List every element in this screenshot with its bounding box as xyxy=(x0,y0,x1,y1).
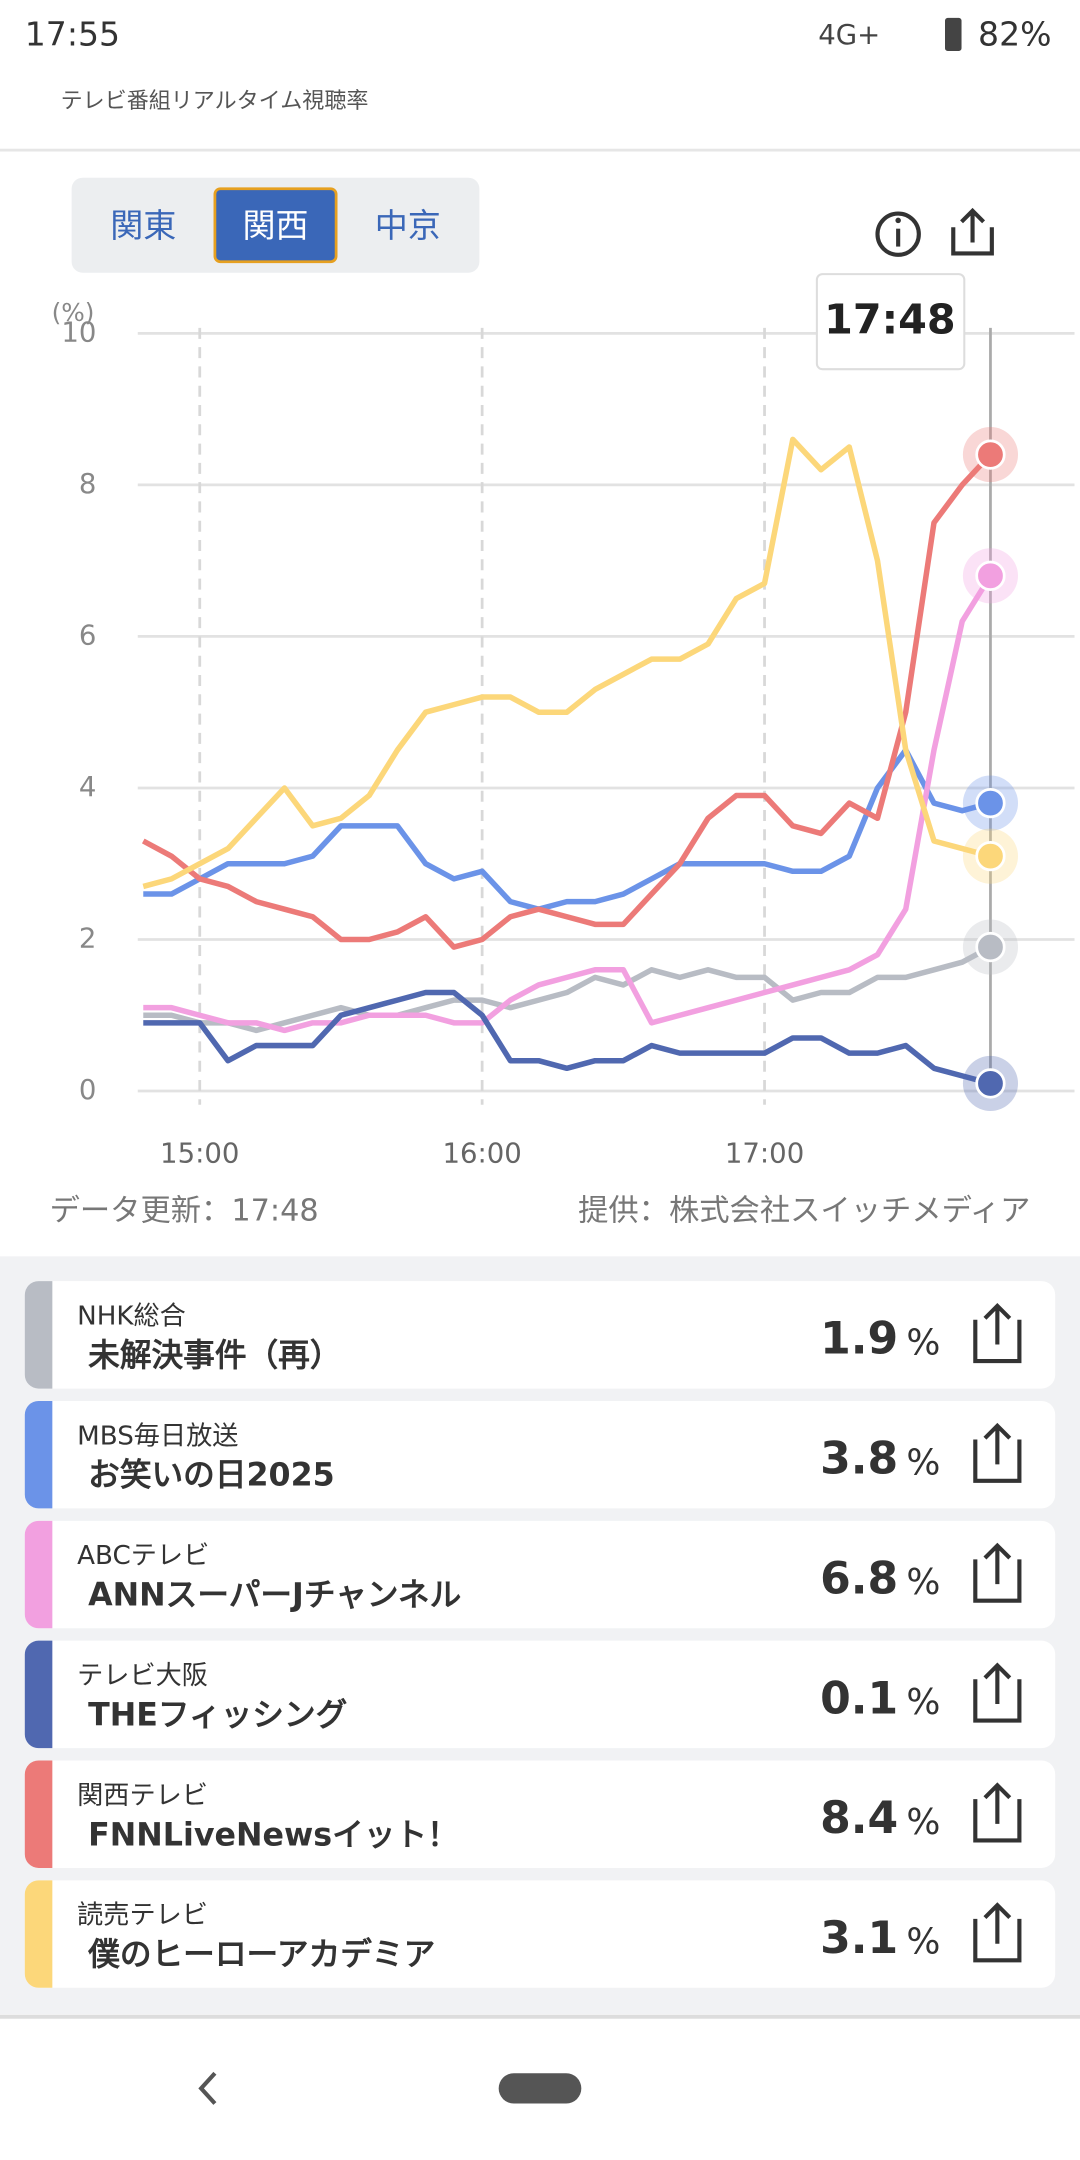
channel-name: ABCテレビ xyxy=(77,1541,209,1571)
series-line xyxy=(143,574,993,1034)
row-color-bar xyxy=(24,1400,53,1509)
program-name: 僕のヒーローアカデミア xyxy=(87,1936,435,1973)
row-color-bar xyxy=(24,1640,53,1749)
row-color-bar xyxy=(24,1281,53,1389)
status-time: 17:55 xyxy=(25,14,120,53)
end-point xyxy=(975,1068,1006,1099)
tooltip-box xyxy=(815,273,966,371)
row-card xyxy=(24,1400,1056,1509)
program-name: 未解決事件（再） xyxy=(88,1338,341,1374)
y-tick-label: 10 xyxy=(61,316,96,348)
tab[interactable]: 関西 xyxy=(242,206,308,245)
rating-unit: % xyxy=(906,1802,940,1843)
tab-selected[interactable] xyxy=(213,187,338,264)
series-line xyxy=(143,747,992,912)
home-button[interactable] xyxy=(498,2073,582,2104)
end-point xyxy=(975,560,1006,591)
share-icon[interactable] xyxy=(973,1782,1022,1843)
share-icon[interactable] xyxy=(973,1662,1022,1723)
battery-icon xyxy=(945,17,962,51)
provider: 提供：株式会社スイッチメディア xyxy=(578,1194,1030,1229)
rating: 1.9 xyxy=(820,1314,898,1365)
row-color-bar xyxy=(24,1880,53,1988)
x-tick-label: 15:00 xyxy=(160,1137,239,1169)
row-card xyxy=(24,1880,1056,1988)
channel-row[interactable]: ABCテレビ ANNスーパーJチャンネル 6.8% xyxy=(24,1520,1056,1629)
row-card xyxy=(24,1640,1056,1749)
share-button[interactable] xyxy=(951,207,994,256)
share-icon[interactable] xyxy=(973,1542,1022,1603)
row-card xyxy=(24,1520,1056,1629)
end-point xyxy=(975,439,1006,470)
end-point xyxy=(975,931,1006,963)
program-name: THEフィッシング xyxy=(88,1697,347,1733)
y-unit: (%) xyxy=(52,298,95,327)
channel-name: NHK総合 xyxy=(77,1301,186,1331)
rating-unit: % xyxy=(906,1562,940,1603)
row-card xyxy=(24,1760,1056,1868)
tooltip-text: 17:48 xyxy=(824,295,956,343)
share-icon[interactable] xyxy=(973,1302,1022,1364)
rating-unit: % xyxy=(906,1442,940,1483)
updated: データ更新：17:48 xyxy=(50,1194,319,1229)
series-line xyxy=(143,989,992,1087)
rating: 3.1 xyxy=(820,1913,898,1964)
y-tick-label: 4 xyxy=(79,771,97,803)
series-line xyxy=(141,452,993,950)
back-button[interactable] xyxy=(198,2071,217,2105)
tab[interactable]: 関東 xyxy=(110,206,176,245)
share-icon[interactable] xyxy=(973,1902,1022,1963)
end-point xyxy=(975,840,1006,872)
end-point xyxy=(975,787,1006,819)
rating: 8.4 xyxy=(820,1793,898,1844)
rating: 6.8 xyxy=(820,1553,898,1604)
share-icon[interactable] xyxy=(973,1422,1022,1483)
row-card xyxy=(24,1281,1056,1389)
chart: 0 2 4 6 8 10 15:00 16:00 17:00 17:48 xyxy=(61,273,1075,1169)
rating: 0.1 xyxy=(820,1673,898,1724)
status-network: 4G+ xyxy=(818,19,880,51)
y-tick-label: 0 xyxy=(79,1074,97,1106)
x-tick-label: 16:00 xyxy=(442,1137,521,1169)
channel-name: MBS毎日放送 xyxy=(77,1421,238,1451)
tab[interactable]: 中京 xyxy=(375,206,441,245)
rating: 3.8 xyxy=(820,1434,898,1485)
row-color-bar xyxy=(24,1520,53,1629)
channel-row[interactable]: 関西テレビ FNNLiveNewsイット！ 8.4% xyxy=(24,1760,1056,1868)
program-name: ANNスーパーJチャンネル xyxy=(88,1578,461,1614)
channel-name: 関西テレビ xyxy=(77,1781,208,1811)
series-line xyxy=(143,944,992,1034)
y-tick-label: 6 xyxy=(79,619,97,651)
program-name: FNNLiveNewsイット！ xyxy=(88,1817,459,1853)
channel-name: 読売テレビ xyxy=(77,1901,208,1931)
row-color-bar xyxy=(24,1760,53,1868)
y-tick-label: 8 xyxy=(79,468,97,500)
channel-name: テレビ大阪 xyxy=(77,1661,208,1691)
rating-unit: % xyxy=(906,1322,940,1363)
y-tick-label: 2 xyxy=(79,922,97,954)
rating-unit: % xyxy=(906,1922,940,1963)
info-button[interactable] xyxy=(875,211,921,257)
status-battery: 82% xyxy=(978,14,1051,53)
program-name: お笑いの日2025 xyxy=(88,1457,335,1494)
series-line xyxy=(142,436,992,890)
rating-unit: % xyxy=(906,1682,940,1723)
header-subtitle: テレビ番組リアルタイム視聴率 xyxy=(61,89,369,114)
channel-row[interactable]: テレビ大阪 THEフィッシング 0.1% xyxy=(24,1640,1056,1749)
x-tick-label: 17:00 xyxy=(725,1137,804,1169)
